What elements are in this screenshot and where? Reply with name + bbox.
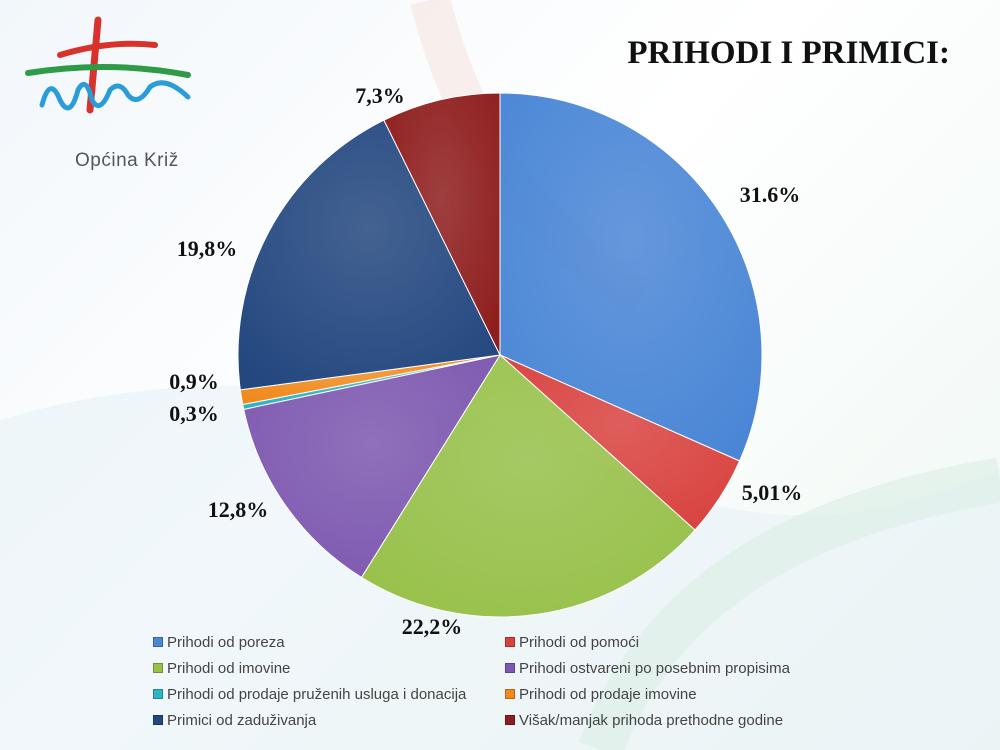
- legend-swatch: [505, 637, 515, 647]
- data-label-prihodi-ostvareni-po-posebnim-propisima: 12,8%: [208, 497, 269, 522]
- opcina-kriz-logo: Općina Križ: [20, 15, 200, 171]
- pie-slice-prihodi-od-poreza: [499, 92, 763, 462]
- data-label-prihodi-od-poreza: 31.6%: [740, 182, 801, 207]
- legend-label: Prihodi od pomoći: [519, 633, 640, 651]
- legend-label: Prihodi ostvareni po posebnim propisima: [519, 659, 790, 677]
- slide-title: PRIHODI I PRIMICI:: [627, 35, 950, 71]
- legend-item-prihodi-od-poreza: Prihodi od poreza: [153, 632, 505, 652]
- data-label-prihodi-od-pomoci: 5,01%: [742, 480, 803, 505]
- legend-label: Višak/manjak prihoda prethodne godine: [519, 711, 784, 729]
- data-label-primici-od-zaduzivanja: 19,8%: [177, 236, 238, 261]
- data-label-prihodi-od-prodaje-imovine: 0,9%: [169, 369, 219, 394]
- pie-slice-visak-manjak-prihoda-prethodne-godine: [383, 92, 501, 356]
- pie-slice-primici-od-zaduzivanja: [237, 119, 501, 391]
- legend-item-prihodi-od-prodaje-imovine: Prihodi od prodaje imovine: [505, 684, 833, 704]
- logo-emblem-icon: [25, 16, 191, 114]
- legend-item-prihodi-ostvareni-po-posebnim-propisima: Prihodi ostvareni po posebnim propisima: [505, 658, 833, 678]
- legend-swatch: [153, 663, 163, 673]
- legend-item-prihodi-od-pomoci: Prihodi od pomoći: [505, 632, 833, 652]
- legend-item-prihodi-od-prodaje-pruzenih-usluga-i-donacija: Prihodi od prodaje pruženih usluga i don…: [153, 684, 505, 704]
- legend-swatch: [505, 663, 515, 673]
- legend-swatch: [153, 689, 163, 699]
- data-label-prihodi-od-prodaje-pruzenih-usluga-i-donacija: 0,3%: [169, 401, 219, 426]
- pie-slice-prihodi-ostvareni-po-posebnim-propisima: [243, 354, 502, 579]
- legend-swatch: [153, 715, 163, 725]
- legend-label: Prihodi od poreza: [167, 633, 285, 651]
- legend-swatch: [505, 715, 515, 725]
- data-label-visak-manjak-prihoda-prethodne-godine: 7,3%: [355, 83, 405, 108]
- data-label-prihodi-od-imovine: 22,2%: [402, 614, 463, 639]
- legend-item-primici-od-zaduzivanja: Primici od zaduživanja: [153, 710, 505, 730]
- legend-label: Prihodi od imovine: [167, 659, 291, 677]
- legend-item-prihodi-od-imovine: Prihodi od imovine: [153, 658, 505, 678]
- legend-swatch: [505, 689, 515, 699]
- logo-text: Općina Križ: [75, 150, 179, 171]
- legend-label: Prihodi od prodaje pruženih usluga i don…: [167, 685, 467, 703]
- chart-legend: Prihodi od poreza Prihodi od pomoći Prihod…: [153, 632, 833, 730]
- legend-label: Primici od zaduživanja: [167, 711, 317, 729]
- legend-label: Prihodi od prodaje imovine: [519, 685, 697, 703]
- pie-slice-prihodi-od-imovine: [360, 354, 696, 618]
- legend-item-visak-manjak-prihoda-prethodne-godine: Višak/manjak prihoda prethodne godine: [505, 710, 833, 730]
- legend-swatch: [153, 637, 163, 647]
